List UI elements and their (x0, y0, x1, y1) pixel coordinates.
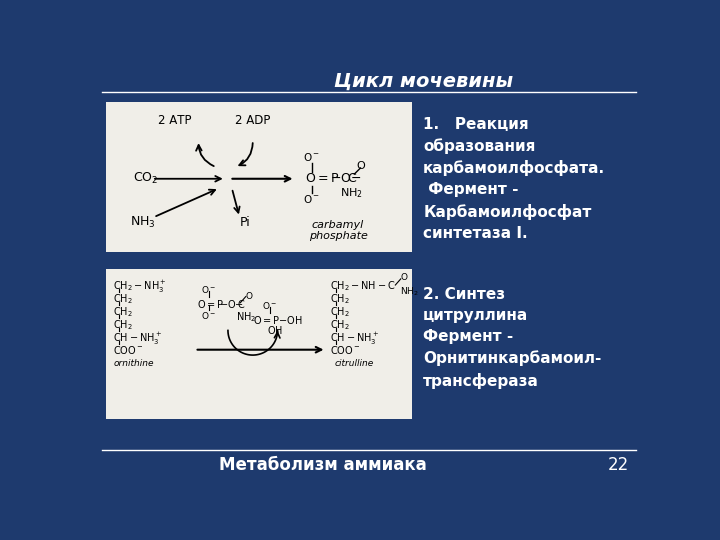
Bar (106, 269, 412, 419)
Text: $\mathrm{{-}O{-}}$: $\mathrm{{-}O{-}}$ (330, 172, 361, 185)
Text: Цикл мочевины: Цикл мочевины (333, 72, 513, 91)
Text: 2 АТР: 2 АТР (158, 114, 192, 127)
Text: $\mathrm{O}$: $\mathrm{O}$ (245, 291, 253, 301)
Text: carbamyl
phosphate: carbamyl phosphate (309, 220, 367, 241)
Text: $\mathrm{CH_2 - NH - C}$: $\mathrm{CH_2 - NH - C}$ (330, 279, 395, 293)
Text: $\mathrm{NH_3}$: $\mathrm{NH_3}$ (130, 215, 156, 230)
Text: $\mathrm{COO^-}$: $\mathrm{COO^-}$ (113, 345, 144, 356)
Text: $\mathrm{C}$: $\mathrm{C}$ (238, 298, 246, 310)
Text: $\mathrm{O^-}$: $\mathrm{O^-}$ (262, 300, 277, 310)
Text: $\mathrm{O}$: $\mathrm{O}$ (356, 159, 366, 171)
Text: $\mathrm{CO_2}$: $\mathrm{CO_2}$ (132, 171, 158, 186)
Text: $\mathrm{O{=}P{-}OH}$: $\mathrm{O{=}P{-}OH}$ (253, 314, 302, 326)
Text: $\mathrm{O}$: $\mathrm{O}$ (400, 271, 408, 282)
Text: $\mathrm{{-}O{-}}$: $\mathrm{{-}O{-}}$ (219, 298, 243, 310)
Text: 2 АDP: 2 АDP (235, 114, 271, 127)
Text: 2. Синтез
цитруллина
Фермент -
Орнитинкарбамоил-
трансфераза: 2. Синтез цитруллина Фермент - Орнитинка… (423, 287, 602, 389)
Text: $\mathrm{CH_2}$: $\mathrm{CH_2}$ (330, 292, 350, 306)
Text: $\mathrm{O{=}P}$: $\mathrm{O{=}P}$ (305, 172, 340, 185)
Text: $\mathrm{OH}$: $\mathrm{OH}$ (266, 325, 283, 336)
Text: ornithine: ornithine (113, 359, 154, 368)
Text: $\mathrm{CH - NH_3^+}$: $\mathrm{CH - NH_3^+}$ (113, 331, 162, 347)
Text: citrulline: citrulline (334, 359, 374, 368)
Text: $\mathrm{CH_2}$: $\mathrm{CH_2}$ (113, 292, 133, 306)
Text: $\mathrm{NH_2}$: $\mathrm{NH_2}$ (341, 186, 364, 199)
Text: $\mathrm{COO^-}$: $\mathrm{COO^-}$ (330, 345, 361, 356)
Text: 22: 22 (608, 456, 629, 474)
Text: $\mathrm{CH_2}$: $\mathrm{CH_2}$ (113, 318, 133, 332)
Text: $\mathrm{CH_2}$: $\mathrm{CH_2}$ (330, 305, 350, 319)
Text: $\mathrm{NH_2}$: $\mathrm{NH_2}$ (400, 285, 419, 298)
Bar (106, 102, 412, 252)
Text: $\mathrm{CH - NH_3^+}$: $\mathrm{CH - NH_3^+}$ (330, 331, 379, 347)
Text: $\mathrm{CH_2 - NH_3^+}$: $\mathrm{CH_2 - NH_3^+}$ (113, 279, 167, 295)
Text: $\mathrm{C}$: $\mathrm{C}$ (347, 172, 357, 185)
Text: 1.   Реакция
образования
карбамоилфосфата.
 Фермент -
Карбамоилфосфат
синтетаза : 1. Реакция образования карбамоилфосфата.… (423, 117, 606, 241)
Text: $\mathrm{CH_2}$: $\mathrm{CH_2}$ (113, 305, 133, 319)
Text: $\mathrm{O^-}$: $\mathrm{O^-}$ (303, 151, 320, 163)
Text: $\mathrm{O^-}$: $\mathrm{O^-}$ (201, 310, 216, 321)
Text: Метаболизм аммиака: Метаболизм аммиака (219, 456, 426, 474)
Text: $\mathrm{O^-}$: $\mathrm{O^-}$ (303, 193, 320, 205)
Text: $\mathrm{CH_2}$: $\mathrm{CH_2}$ (330, 318, 350, 332)
Text: $\mathrm{O{=}P}$: $\mathrm{O{=}P}$ (197, 298, 224, 310)
Text: $\mathrm{O^-}$: $\mathrm{O^-}$ (201, 284, 216, 295)
Text: Pi: Pi (240, 216, 251, 229)
Text: $\mathrm{NH_2}$: $\mathrm{NH_2}$ (235, 310, 256, 324)
